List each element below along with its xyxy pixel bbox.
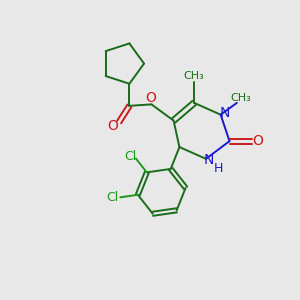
Text: Cl: Cl <box>125 150 137 163</box>
Text: N: N <box>204 153 214 167</box>
Text: CH₃: CH₃ <box>184 71 205 81</box>
Text: O: O <box>253 134 263 148</box>
Text: H: H <box>214 162 223 175</box>
Text: O: O <box>146 91 156 105</box>
Text: N: N <box>220 106 230 120</box>
Text: CH₃: CH₃ <box>230 93 251 103</box>
Text: O: O <box>107 118 118 133</box>
Text: Cl: Cl <box>106 191 118 204</box>
